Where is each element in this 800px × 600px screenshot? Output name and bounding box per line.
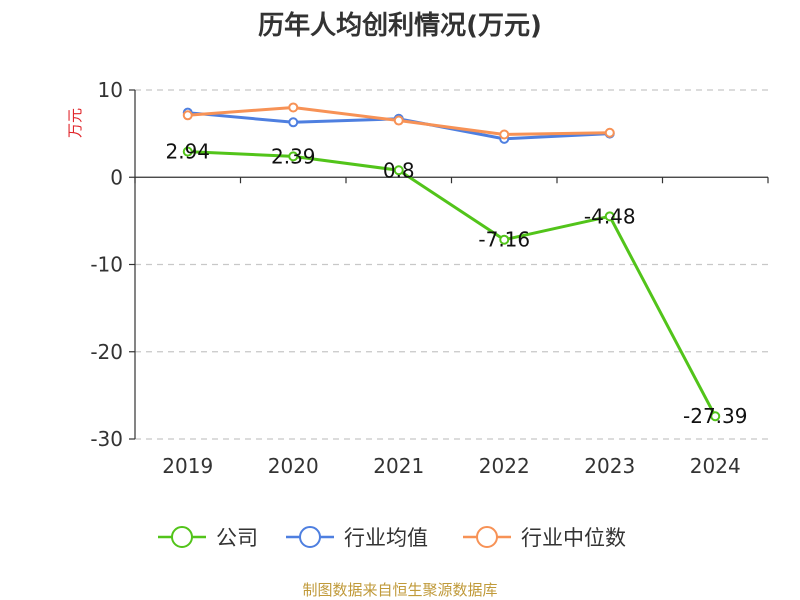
x-tick-labels: 2019 2020 2021 2022 2023 2024 bbox=[162, 454, 740, 478]
data-label: 2.94 bbox=[165, 140, 210, 164]
x-tick-label: 2023 bbox=[584, 454, 635, 478]
series-group bbox=[182, 102, 721, 422]
data-point bbox=[499, 234, 510, 245]
source-note: 制图数据来自恒生聚源数据库 bbox=[302, 581, 497, 599]
chart-title: 历年人均创利情况(万元) bbox=[258, 10, 542, 41]
legend-marker bbox=[476, 526, 498, 548]
data-label: -7.16 bbox=[478, 228, 530, 252]
data-point bbox=[393, 165, 404, 176]
legend-marker bbox=[299, 526, 321, 548]
y-tick-label: -10 bbox=[90, 253, 123, 277]
y-tick-label: 0 bbox=[110, 165, 123, 189]
data-point bbox=[393, 115, 404, 126]
axes bbox=[129, 89, 769, 440]
data-labels: 2.94 2.39 0.8 -7.16 -4.48 -27.39 bbox=[165, 140, 747, 429]
y-tick-label: -30 bbox=[90, 427, 123, 451]
grid-lines bbox=[135, 89, 768, 440]
x-tick-label: 2024 bbox=[690, 454, 741, 478]
legend-item: 行业均值 bbox=[286, 526, 428, 550]
data-point bbox=[499, 129, 510, 140]
x-tick-label: 2022 bbox=[479, 454, 530, 478]
data-point bbox=[288, 151, 299, 162]
data-label: 2.39 bbox=[271, 144, 316, 168]
x-tick-label: 2021 bbox=[373, 454, 424, 478]
data-point bbox=[182, 146, 193, 157]
x-tick-label: 2019 bbox=[162, 454, 213, 478]
data-point bbox=[288, 102, 299, 113]
y-tick-label: 10 bbox=[98, 78, 123, 102]
legend-label: 行业中位数 bbox=[521, 526, 626, 550]
data-label: 0.8 bbox=[383, 158, 415, 182]
legend-marker bbox=[171, 526, 193, 548]
legend-label: 行业均值 bbox=[344, 526, 428, 550]
data-point bbox=[604, 211, 615, 222]
legend: 公司 行业均值 行业中位数 bbox=[158, 526, 626, 550]
legend-item: 公司 bbox=[158, 526, 258, 550]
data-label: -4.48 bbox=[584, 204, 636, 228]
data-point bbox=[604, 127, 615, 138]
x-tick-label: 2020 bbox=[268, 454, 319, 478]
legend-label: 公司 bbox=[216, 526, 258, 550]
data-label: -27.39 bbox=[683, 404, 747, 428]
data-point bbox=[710, 411, 721, 422]
y-axis-label: 万元 bbox=[66, 108, 84, 138]
y-tick-label: -20 bbox=[90, 340, 123, 364]
y-tick-labels: 10 0 -10 -20 -30 bbox=[90, 78, 123, 451]
data-point bbox=[182, 110, 193, 121]
series-line bbox=[187, 150, 717, 417]
data-point bbox=[288, 117, 299, 128]
legend-item: 行业中位数 bbox=[463, 526, 626, 550]
